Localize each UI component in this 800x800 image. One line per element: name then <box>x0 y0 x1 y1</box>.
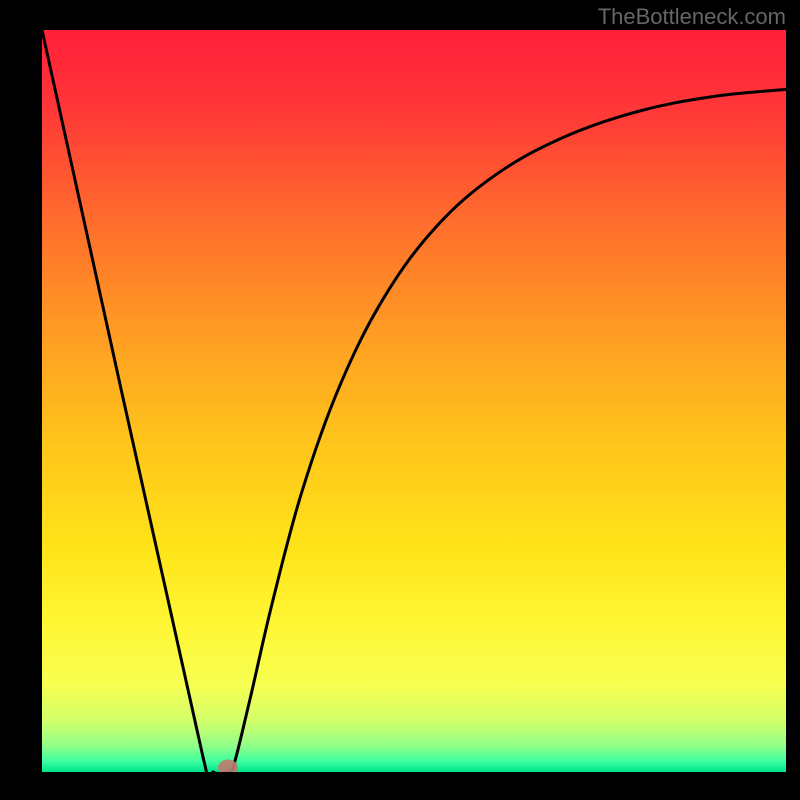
plot-area <box>42 30 786 772</box>
gradient-background-and-curve <box>42 30 786 772</box>
chart-container: TheBottleneck.com <box>0 0 800 800</box>
gradient-rect <box>42 30 786 772</box>
watermark-text: TheBottleneck.com <box>598 4 786 30</box>
